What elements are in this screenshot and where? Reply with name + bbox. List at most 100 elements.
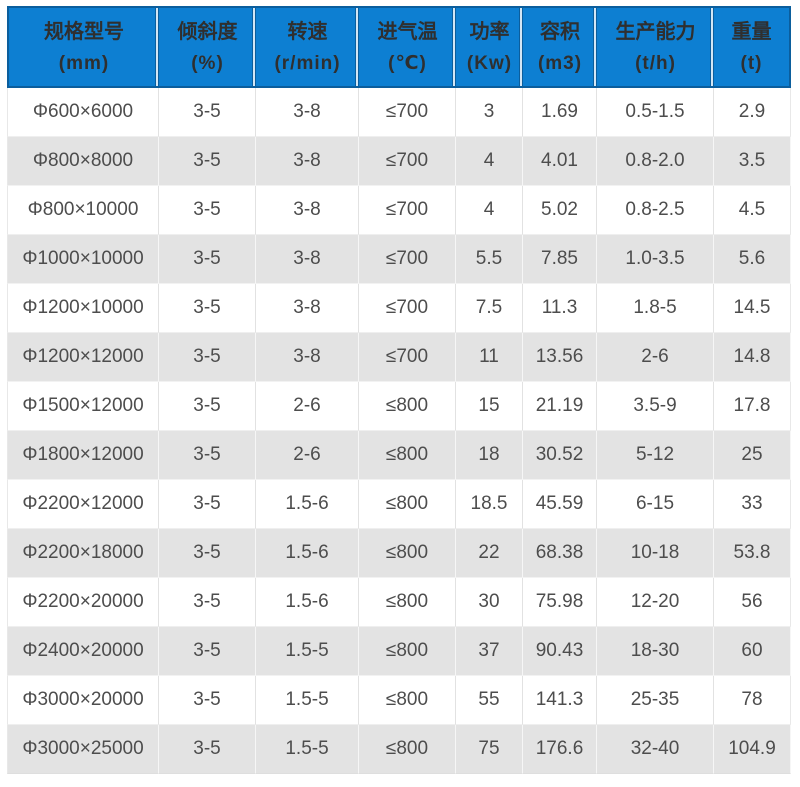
table-cell: 3-5 [159,627,256,676]
table-cell: 5-12 [597,431,714,480]
table-cell: 3-5 [159,529,256,578]
table-cell: Φ2200×20000 [7,578,159,627]
table-row: Φ2200×20000 3-5 1.5-6 ≤800 30 75.98 12-20 56 [7,578,791,627]
table-cell: 3 [456,88,523,137]
table-cell: Φ1200×12000 [7,333,159,382]
table-cell: 104.9 [714,725,791,774]
column-unit: (%) [191,52,224,74]
table-cell: 1.5-6 [256,529,359,578]
table-cell: 18 [456,431,523,480]
table-cell: 1.5-5 [256,676,359,725]
table-cell: 30 [456,578,523,627]
table-cell: 1.5-6 [256,578,359,627]
table-cell: 3-8 [256,333,359,382]
column-unit: (r/min) [274,52,341,74]
spec-table: 规格型号 (mm) 倾斜度 (%) 转速 (r/min) 进气温 (℃) 功率 (Kw) 容积 (m3… [7,6,791,774]
spec-table-body: Φ600×6000 3-5 3-8 ≤700 3 1.69 0.5-1.5 2.9 Φ800×8… [7,88,791,774]
table-cell: Φ2200×12000 [7,480,159,529]
column-title: 重量 [731,20,772,43]
column-header-6: 容积 (m3) [523,6,597,88]
table-cell: 55 [456,676,523,725]
table-cell: 14.8 [714,333,791,382]
table-cell: 37 [456,627,523,676]
table-cell: 32-40 [597,725,714,774]
table-cell: 1.5-6 [256,480,359,529]
table-cell: ≤800 [359,725,456,774]
table-cell: 25 [714,431,791,480]
table-cell: 5.02 [523,186,597,235]
column-title: 容积 [540,20,580,43]
column-unit: (t/h) [635,52,676,74]
table-cell: 18.5 [456,480,523,529]
table-cell: 15 [456,382,523,431]
table-cell: ≤700 [359,333,456,382]
table-cell: 90.43 [523,627,597,676]
table-cell: ≤700 [359,284,456,333]
table-cell: 10-18 [597,529,714,578]
table-cell: 0.8-2.5 [597,186,714,235]
table-cell: 33 [714,480,791,529]
table-cell: 1.8-5 [597,284,714,333]
table-cell: Φ3000×20000 [7,676,159,725]
column-unit: (m3) [537,52,583,74]
table-cell: ≤800 [359,529,456,578]
table-row: Φ800×10000 3-5 3-8 ≤700 4 5.02 0.8-2.5 4.5 [7,186,791,235]
table-cell: 21.19 [523,382,597,431]
table-cell: ≤800 [359,578,456,627]
table-cell: 3-5 [159,284,256,333]
column-unit: (Kw) [466,52,513,74]
column-header-3: 转速 (r/min) [256,6,359,88]
table-cell: 3-5 [159,676,256,725]
table-cell: 3-8 [256,186,359,235]
table-cell: 3-5 [159,725,256,774]
table-row: Φ2200×18000 3-5 1.5-6 ≤800 22 68.38 10-18 53.8 [7,529,791,578]
table-cell: 3-5 [159,480,256,529]
table-cell: 22 [456,529,523,578]
table-row: Φ800×8000 3-5 3-8 ≤700 4 4.01 0.8-2.0 3.5 [7,137,791,186]
column-unit: (℃) [388,52,427,74]
table-row: Φ600×6000 3-5 3-8 ≤700 3 1.69 0.5-1.5 2.9 [7,88,791,137]
column-title: 生产能力 [615,20,696,43]
table-cell: ≤800 [359,431,456,480]
table-cell: ≤800 [359,676,456,725]
table-row: Φ1000×10000 3-5 3-8 ≤700 5.5 7.85 1.0-3.5 5.6 [7,235,791,284]
table-cell: Φ1200×10000 [7,284,159,333]
table-row: Φ2400×20000 3-5 1.5-5 ≤800 37 90.43 18-30 60 [7,627,791,676]
table-cell: ≤800 [359,480,456,529]
table-row: Φ3000×25000 3-5 1.5-5 ≤800 75 176.6 32-40 104.9 [7,725,791,774]
table-cell: Φ600×6000 [7,88,159,137]
table-cell: 3-8 [256,284,359,333]
table-cell: 4.01 [523,137,597,186]
table-cell: Φ1500×12000 [7,382,159,431]
table-cell: 2-6 [256,382,359,431]
column-title: 转速 [287,20,328,43]
column-title: 倾斜度 [177,20,238,43]
table-cell: 7.5 [456,284,523,333]
table-cell: Φ800×10000 [7,186,159,235]
table-cell: 4 [456,186,523,235]
table-cell: 1.0-3.5 [597,235,714,284]
table-cell: 176.6 [523,725,597,774]
spec-table-header: 规格型号 (mm) 倾斜度 (%) 转速 (r/min) 进气温 (℃) 功率 (Kw) 容积 (m3… [7,6,791,88]
table-cell: Φ800×8000 [7,137,159,186]
table-cell: 68.38 [523,529,597,578]
table-cell: 4 [456,137,523,186]
table-cell: 3.5 [714,137,791,186]
table-cell: 11 [456,333,523,382]
column-unit: (mm) [58,52,110,74]
table-cell: 1.5-5 [256,725,359,774]
table-cell: 25-35 [597,676,714,725]
table-row: Φ1200×10000 3-5 3-8 ≤700 7.5 11.3 1.8-5 14.5 [7,284,791,333]
table-cell: 11.3 [523,284,597,333]
table-cell: Φ2400×20000 [7,627,159,676]
table-cell: 78 [714,676,791,725]
table-row: Φ2200×12000 3-5 1.5-6 ≤800 18.5 45.59 6-15 33 [7,480,791,529]
table-cell: 3-5 [159,137,256,186]
table-cell: 0.5-1.5 [597,88,714,137]
table-cell: ≤700 [359,137,456,186]
table-row: Φ1800×12000 3-5 2-6 ≤800 18 30.52 5-12 25 [7,431,791,480]
table-cell: 3-5 [159,333,256,382]
table-cell: 5.5 [456,235,523,284]
table-cell: 75 [456,725,523,774]
table-cell: 18-30 [597,627,714,676]
